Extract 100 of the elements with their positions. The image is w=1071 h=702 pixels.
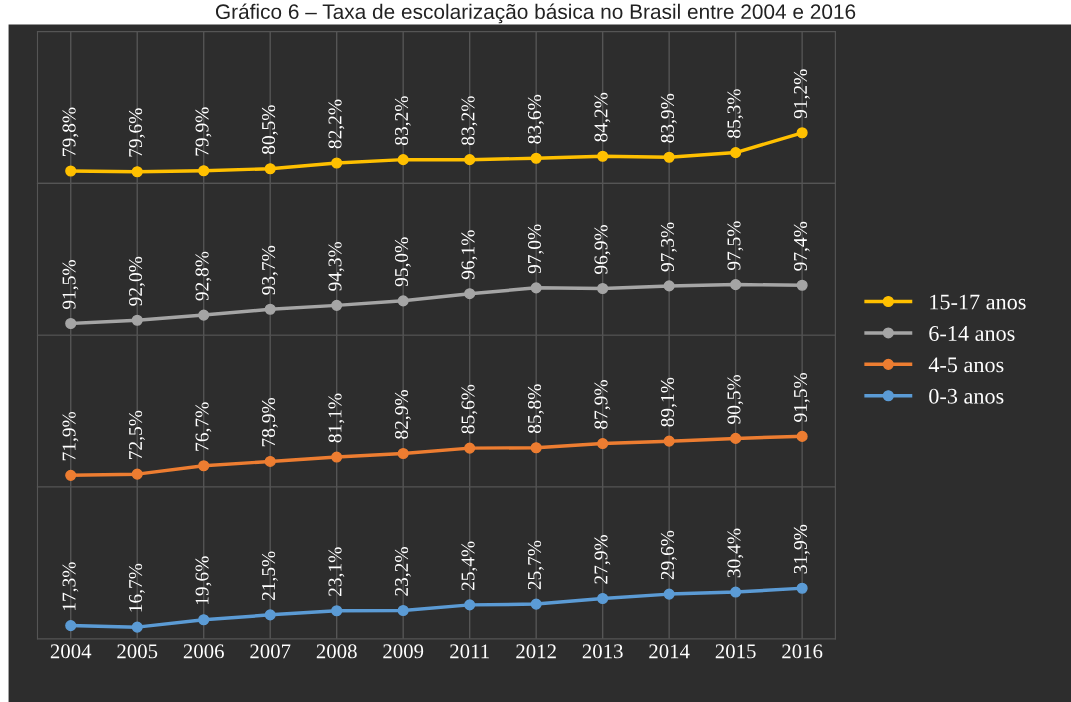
point	[198, 614, 210, 626]
point	[131, 166, 143, 178]
data-label: 78,9%	[261, 397, 278, 447]
point	[397, 604, 409, 617]
data-label: 80,5%	[261, 105, 278, 155]
data-label: 85,3%	[727, 89, 744, 138]
data-label: 23,1%	[328, 547, 345, 597]
data-label: 83,6%	[527, 94, 544, 144]
point	[131, 314, 143, 326]
data-label: 72,5%	[128, 410, 145, 459]
data-label: 83,9%	[660, 93, 677, 143]
point	[597, 282, 609, 295]
x-tick-label: 2011	[450, 644, 489, 659]
point	[131, 621, 143, 633]
data-label: 83,2%	[461, 96, 478, 146]
point	[597, 592, 609, 605]
point	[730, 147, 742, 159]
data-label: 17,3%	[62, 562, 79, 611]
data-label: 71,9%	[62, 411, 79, 461]
data-label: 97,0%	[527, 224, 544, 274]
data-label: 79,8%	[62, 107, 79, 156]
data-label: 91,2%	[793, 69, 810, 119]
x-tick-label: 2015	[715, 644, 756, 659]
data-label: 97,3%	[660, 222, 677, 272]
data-label: 79,6%	[128, 108, 145, 157]
data-label: 92,0%	[128, 256, 145, 306]
data-label: 97,4%	[793, 221, 810, 271]
point	[796, 582, 808, 594]
data-label: 94,3%	[328, 241, 345, 291]
data-label: 25,4%	[461, 541, 478, 591]
x-tick-label: 2012	[516, 644, 556, 659]
point	[796, 279, 808, 291]
point	[65, 620, 77, 632]
point	[397, 154, 409, 166]
data-label: 82,2%	[328, 99, 345, 149]
point	[198, 165, 210, 177]
point	[663, 151, 675, 163]
point	[198, 309, 210, 321]
data-label: 92,8%	[195, 251, 212, 301]
legend-label: 6-14 anos	[929, 326, 1015, 341]
data-label: 25,7%	[527, 540, 544, 590]
x-tick-label: 2016	[782, 644, 823, 659]
point	[530, 282, 542, 294]
x-tick-label: 2008	[316, 644, 357, 659]
point	[264, 609, 276, 621]
data-label: 83,2%	[394, 96, 411, 146]
point	[597, 150, 609, 162]
x-tick-label: 2007	[250, 644, 291, 659]
data-label: 27,9%	[594, 535, 611, 584]
point	[65, 469, 77, 481]
x-tick-label: 2013	[582, 644, 623, 659]
x-tick-label: 2005	[117, 644, 158, 659]
point	[331, 451, 343, 463]
data-label: 84,2%	[594, 92, 611, 142]
data-label: 79,9%	[195, 107, 212, 156]
data-label: 21,5%	[261, 551, 278, 601]
point	[264, 455, 276, 467]
point	[331, 299, 343, 311]
point	[264, 303, 276, 315]
point	[331, 605, 343, 617]
data-label: 96,1%	[461, 230, 478, 280]
point	[331, 157, 343, 169]
data-label: 90,5%	[727, 374, 744, 424]
data-label: 97,5%	[727, 221, 744, 271]
data-label: 91,5%	[793, 372, 810, 422]
point	[730, 586, 742, 598]
point	[131, 468, 143, 480]
data-label: 91,5%	[62, 260, 79, 310]
x-tick-label: 2006	[183, 644, 224, 659]
legend-label: 4-5 anos	[928, 357, 1004, 373]
point	[464, 288, 476, 300]
point	[198, 460, 210, 472]
data-label: 95,0%	[394, 237, 411, 287]
point	[663, 435, 675, 447]
data-label: 30,4%	[727, 528, 744, 578]
point	[796, 430, 808, 442]
data-label: 19,6%	[195, 556, 212, 605]
point	[530, 152, 542, 164]
data-label: 29,6%	[660, 530, 677, 580]
point	[730, 279, 742, 291]
data-label: 31,9%	[793, 524, 810, 574]
data-label: 23,2%	[394, 547, 411, 596]
x-tick-label: 2014	[649, 644, 690, 659]
data-label: 85,8%	[527, 384, 544, 434]
data-label: 87,9%	[594, 380, 611, 429]
point	[464, 154, 476, 166]
x-tick-label: 2004	[50, 644, 92, 659]
point	[65, 165, 77, 177]
legend-label: 15-17 anos	[930, 294, 1026, 310]
point	[530, 598, 542, 610]
chart-title: Gráfico 6 – Taxa de escolarização básica no Brasil entre 2004 e 2016	[215, 3, 856, 24]
point	[464, 442, 476, 454]
point	[397, 447, 409, 460]
point	[65, 317, 77, 330]
point	[730, 432, 742, 444]
point	[663, 280, 675, 292]
point	[397, 295, 409, 307]
data-label: 96,9%	[594, 225, 611, 274]
point	[264, 163, 276, 175]
point	[530, 442, 542, 454]
